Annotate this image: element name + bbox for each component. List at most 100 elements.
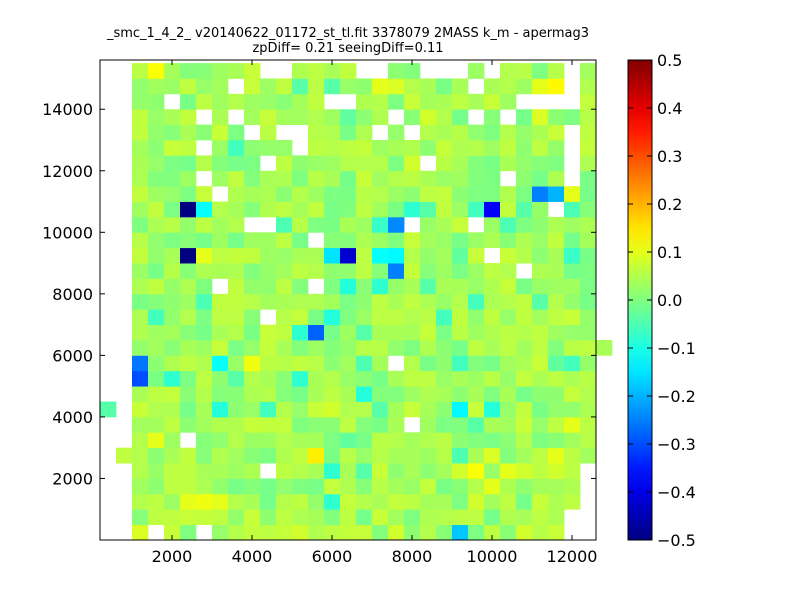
- heatmap-cell: [404, 447, 421, 464]
- heatmap-cell: [340, 155, 357, 172]
- heatmap-cell: [228, 524, 245, 541]
- heatmap-cell: [196, 401, 213, 418]
- heatmap-cell: [164, 401, 181, 418]
- heatmap-cell: [212, 309, 229, 326]
- heatmap-cell: [500, 124, 517, 141]
- heatmap-cell: [420, 247, 437, 264]
- heatmap-cell: [132, 493, 149, 510]
- heatmap-cell: [484, 509, 501, 526]
- heatmap-cell: [308, 140, 325, 156]
- heatmap-cell: [212, 524, 229, 541]
- heatmap-cell: [532, 493, 549, 510]
- heatmap-cell: [516, 416, 533, 433]
- heatmap-cell: [260, 293, 277, 310]
- colorbar-tick-label: 0.4: [657, 99, 682, 118]
- heatmap-cell: [484, 493, 501, 510]
- heatmap-cell: [468, 493, 485, 510]
- heatmap-cell: [500, 524, 517, 541]
- colorbar-tick-label: 0.0: [657, 291, 682, 310]
- heatmap-cell: [244, 63, 261, 79]
- heatmap-cell: [324, 232, 341, 249]
- heatmap-cell: [356, 401, 373, 418]
- heatmap-cell: [436, 432, 453, 449]
- heatmap-cell: [260, 447, 277, 464]
- heatmap-cell: [308, 401, 325, 418]
- heatmap-cell: [484, 309, 501, 326]
- heatmap-cell: [452, 170, 469, 187]
- heatmap-cell: [324, 63, 341, 79]
- heatmap-cell: [532, 401, 549, 418]
- heatmap-cell: [148, 401, 165, 418]
- colorbar-tick-label: 0.2: [657, 195, 682, 214]
- heatmap-cell: [548, 478, 565, 495]
- heatmap-cell: [372, 493, 389, 510]
- heatmap-cell: [564, 232, 581, 249]
- heatmap-cell: [548, 463, 565, 479]
- heatmap-cell: [500, 340, 517, 356]
- heatmap-cell: [388, 140, 405, 156]
- heatmap-cell: [260, 509, 277, 526]
- heatmap-cell: [180, 278, 197, 295]
- heatmap-cell: [180, 493, 197, 510]
- heatmap-cell: [404, 324, 421, 341]
- heatmap-cell: [292, 278, 309, 295]
- heatmap-cell: [500, 416, 517, 433]
- heatmap-cell: [580, 78, 597, 95]
- heatmap-cell: [404, 463, 421, 479]
- heatmap-cell: [308, 155, 325, 172]
- heatmap-cell: [564, 216, 581, 233]
- heatmap-cell: [356, 140, 373, 156]
- heatmap-cell: [420, 109, 437, 126]
- heatmap-cell: [388, 263, 405, 279]
- heatmap-cell: [324, 186, 341, 202]
- heatmap-cell: [452, 386, 469, 402]
- heatmap-cell: [420, 140, 437, 156]
- heatmap-cell: [356, 278, 373, 295]
- heatmap-cell: [212, 232, 229, 249]
- heatmap-cell: [356, 447, 373, 464]
- heatmap-cell: [324, 201, 341, 218]
- heatmap-cell: [580, 447, 597, 464]
- heatmap-cell: [436, 232, 453, 249]
- heatmap-cell: [212, 416, 229, 433]
- heatmap-cell: [436, 447, 453, 464]
- x-tick-label: 8000: [392, 547, 433, 566]
- heatmap-cell: [292, 109, 309, 126]
- heatmap-cell: [372, 93, 389, 110]
- heatmap-cell: [404, 401, 421, 418]
- heatmap-cell: [548, 524, 565, 541]
- heatmap-cell: [420, 493, 437, 510]
- heatmap-cell: [132, 401, 149, 418]
- heatmap-cell: [500, 78, 517, 95]
- heatmap-cell: [308, 432, 325, 449]
- heatmap-cell: [356, 247, 373, 264]
- heatmap-cell: [404, 355, 421, 372]
- heatmap-cell: [500, 232, 517, 249]
- heatmap-cell: [276, 155, 293, 172]
- heatmap-cell: [500, 509, 517, 526]
- heatmap-cell: [340, 493, 357, 510]
- heatmap-cell: [164, 416, 181, 433]
- heatmap-cell: [196, 63, 213, 79]
- heatmap-cell: [420, 278, 437, 295]
- heatmap-cell: [420, 416, 437, 433]
- heatmap-cell: [532, 278, 549, 295]
- heatmap-cell: [180, 324, 197, 341]
- heatmap-cell: [372, 447, 389, 464]
- heatmap-cell: [548, 124, 565, 141]
- heatmap-cell: [244, 324, 261, 341]
- heatmap-cell: [340, 201, 357, 218]
- heatmap-cell: [292, 463, 309, 479]
- heatmap-cell: [308, 63, 325, 79]
- heatmap-cell: [372, 293, 389, 310]
- heatmap-cell: [532, 186, 549, 202]
- heatmap-cell: [404, 186, 421, 202]
- heatmap-cell: [132, 293, 149, 310]
- x-tick-label: 4000: [232, 547, 273, 566]
- heatmap-cell: [180, 401, 197, 418]
- heatmap-cell: [500, 216, 517, 233]
- heatmap-cell: [292, 416, 309, 433]
- heatmap-cell: [500, 186, 517, 202]
- heatmap-cell: [580, 247, 597, 264]
- heatmap-cell: [244, 78, 261, 95]
